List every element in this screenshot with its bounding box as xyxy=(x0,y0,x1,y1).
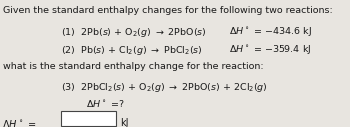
Text: Given the standard enthalpy changes for the following two reactions:: Given the standard enthalpy changes for … xyxy=(3,6,332,15)
Text: what is the standard enthalpy change for the reaction:: what is the standard enthalpy change for… xyxy=(3,62,264,71)
Text: (3)  2PbCl$_2$($s$) + O$_2$($g$) $\rightarrow$ 2PbO($s$) + 2Cl$_2$($g$): (3) 2PbCl$_2$($s$) + O$_2$($g$) $\righta… xyxy=(61,81,268,94)
Text: $\Delta H^\circ$ =: $\Delta H^\circ$ = xyxy=(2,118,36,127)
Text: (2)  Pb($s$) + Cl$_2$($g$) $\rightarrow$ PbCl$_2$($s$): (2) Pb($s$) + Cl$_2$($g$) $\rightarrow$ … xyxy=(61,44,203,57)
Text: $\Delta H^\circ$ = $-$434.6 kJ: $\Delta H^\circ$ = $-$434.6 kJ xyxy=(229,26,312,39)
Text: kJ: kJ xyxy=(120,118,128,127)
Text: (1)  2Pb($s$) + O$_2$($g$) $\rightarrow$ 2PbO($s$): (1) 2Pb($s$) + O$_2$($g$) $\rightarrow$ … xyxy=(61,26,207,39)
Text: $\Delta H^\circ$ = $-$359.4 kJ: $\Delta H^\circ$ = $-$359.4 kJ xyxy=(229,44,312,57)
FancyBboxPatch shape xyxy=(61,111,116,126)
Text: $\Delta H^\circ$ =?: $\Delta H^\circ$ =? xyxy=(86,98,125,110)
